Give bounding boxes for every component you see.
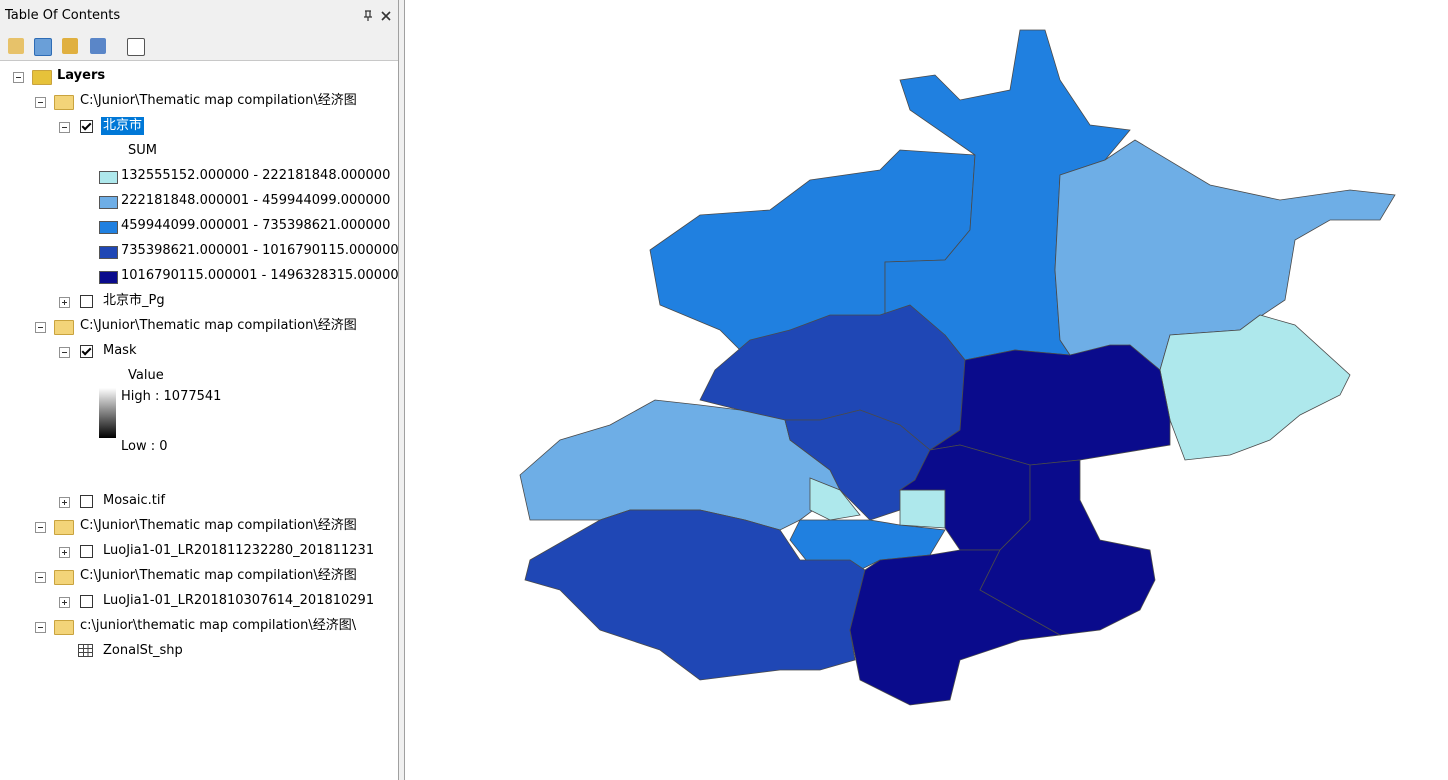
- class-swatch: [99, 221, 118, 234]
- district: [849, 549, 1062, 706]
- table-name[interactable]: ZonalSt_shp: [103, 643, 183, 658]
- collapse-button[interactable]: [35, 322, 46, 333]
- toolbar: [0, 32, 398, 61]
- list-by-visibility[interactable]: [62, 38, 78, 54]
- collapse-button[interactable]: [13, 72, 24, 83]
- layer-tree: Layers C:\Junior\Thematic map compilatio…: [0, 62, 398, 780]
- data-frame-name[interactable]: Layers: [57, 68, 106, 83]
- splitter[interactable]: [399, 0, 405, 780]
- class-swatch: [99, 196, 118, 209]
- collapse-button[interactable]: [35, 97, 46, 108]
- low-label: Low : 0: [121, 439, 168, 454]
- folder-icon: [54, 620, 74, 635]
- class-label: 132555152.000000 - 222181848.000000: [121, 168, 391, 183]
- layer-checkbox[interactable]: [80, 120, 93, 133]
- title-bar: Table Of Contents: [0, 0, 398, 32]
- class-label: 222181848.000001 - 459944099.000000: [121, 193, 391, 208]
- expand-button[interactable]: [59, 597, 70, 608]
- layer-checkbox[interactable]: [80, 295, 93, 308]
- district: [899, 489, 946, 529]
- folder-icon: [54, 95, 74, 110]
- collapse-button[interactable]: [35, 622, 46, 633]
- layer-name[interactable]: Mask: [103, 343, 137, 358]
- layer-checkbox[interactable]: [80, 345, 93, 358]
- class-swatch: [99, 246, 118, 259]
- layer-name[interactable]: LuoJia1-01_LR201810307614_201810291: [103, 593, 375, 608]
- district: [809, 477, 861, 521]
- list-by-drawing-order[interactable]: [8, 38, 24, 54]
- class-swatch: [99, 171, 118, 184]
- class-label: 735398621.000001 - 1016790115.000000: [121, 243, 399, 258]
- folder-icon: [54, 520, 74, 535]
- collapse-button[interactable]: [35, 522, 46, 533]
- table-icon: [78, 644, 93, 657]
- group-path[interactable]: C:\Junior\Thematic map compilation\经济图: [80, 568, 357, 583]
- list-by-source[interactable]: [34, 38, 52, 56]
- collapse-button[interactable]: [59, 122, 70, 133]
- layer-name[interactable]: LuoJia1-01_LR201811232280_201811231: [103, 543, 375, 558]
- class-label: 1016790115.000001 - 1496328315.000000: [121, 268, 399, 283]
- layer-checkbox[interactable]: [80, 545, 93, 558]
- collapse-button[interactable]: [59, 347, 70, 358]
- district: [979, 459, 1156, 636]
- legend-field: Value: [128, 368, 164, 383]
- legend-field: SUM: [128, 143, 157, 158]
- district: [1159, 314, 1351, 461]
- folder-icon: [54, 570, 74, 585]
- layer-name[interactable]: 北京市: [101, 117, 145, 135]
- expand-button[interactable]: [59, 297, 70, 308]
- layer-checkbox[interactable]: [80, 495, 93, 508]
- list-by-selection[interactable]: [90, 38, 106, 54]
- map-view[interactable]: [405, 0, 1448, 780]
- layers-icon: [32, 70, 52, 85]
- panel-title: Table Of Contents: [5, 8, 121, 23]
- class-label: 459944099.000001 - 735398621.000000: [121, 218, 391, 233]
- options[interactable]: [127, 38, 145, 56]
- table-of-contents: Table Of Contents Layers C:\Junior\Thema…: [0, 0, 399, 780]
- expand-button[interactable]: [59, 547, 70, 558]
- group-path[interactable]: C:\Junior\Thematic map compilation\经济图: [80, 318, 357, 333]
- group-path[interactable]: C:\Junior\Thematic map compilation\经济图: [80, 518, 357, 533]
- layer-name[interactable]: Mosaic.tif: [103, 493, 166, 508]
- group-path[interactable]: c:\junior\thematic map compilation\经济图\: [80, 618, 357, 633]
- expand-button[interactable]: [59, 497, 70, 508]
- class-swatch: [99, 271, 118, 284]
- group-path[interactable]: C:\Junior\Thematic map compilation\经济图: [80, 93, 357, 108]
- layer-name[interactable]: 北京市_Pg: [103, 293, 165, 308]
- layer-checkbox[interactable]: [80, 595, 93, 608]
- collapse-button[interactable]: [35, 572, 46, 583]
- folder-icon: [54, 320, 74, 335]
- high-label: High : 1077541: [121, 389, 222, 404]
- gradient-ramp: [99, 388, 116, 438]
- panel-buttons[interactable]: [362, 9, 394, 23]
